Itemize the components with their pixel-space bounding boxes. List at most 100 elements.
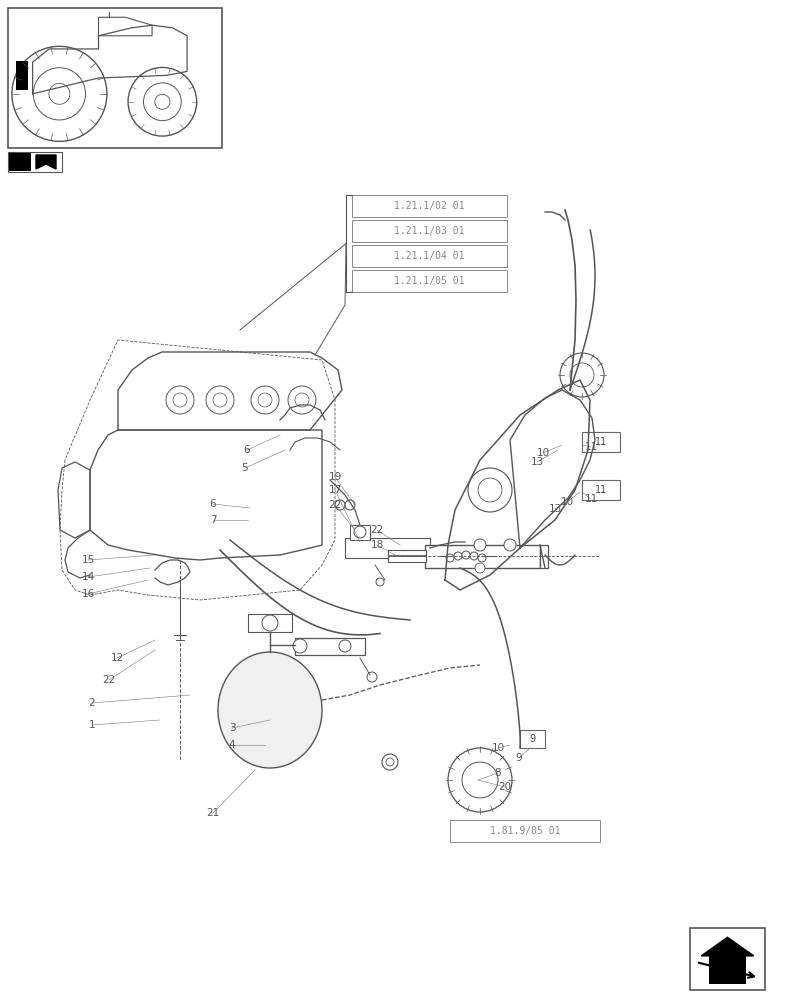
Text: 4: 4 <box>229 740 235 750</box>
Text: 22: 22 <box>102 675 115 685</box>
Bar <box>8 8 221 148</box>
Text: 7: 7 <box>209 515 216 525</box>
Circle shape <box>367 672 376 682</box>
Circle shape <box>385 758 393 766</box>
Circle shape <box>12 46 107 141</box>
Bar <box>247 614 292 632</box>
Circle shape <box>371 545 380 555</box>
Text: 13: 13 <box>547 504 561 514</box>
Bar <box>581 432 620 452</box>
Text: 22: 22 <box>328 500 341 510</box>
Circle shape <box>379 543 388 553</box>
Circle shape <box>375 578 384 586</box>
Circle shape <box>478 554 486 562</box>
Bar <box>351 220 506 242</box>
Text: 5: 5 <box>242 463 248 473</box>
Circle shape <box>354 526 366 538</box>
Circle shape <box>335 500 345 510</box>
Circle shape <box>338 640 350 652</box>
Ellipse shape <box>217 652 322 768</box>
Bar <box>539 545 547 568</box>
Circle shape <box>387 540 397 550</box>
Bar <box>294 638 365 655</box>
Circle shape <box>478 478 501 502</box>
Circle shape <box>293 639 307 653</box>
Polygon shape <box>36 155 56 169</box>
Bar <box>449 820 599 842</box>
Circle shape <box>165 386 194 414</box>
Text: 11: 11 <box>584 494 597 504</box>
Circle shape <box>453 552 461 560</box>
Circle shape <box>251 386 279 414</box>
Text: 12: 12 <box>110 653 123 663</box>
Text: 8: 8 <box>494 768 500 778</box>
Circle shape <box>262 615 277 631</box>
Text: 6: 6 <box>243 445 250 455</box>
Circle shape <box>406 543 417 553</box>
Text: 21: 21 <box>206 808 219 818</box>
Bar <box>16 61 28 90</box>
Circle shape <box>33 68 85 120</box>
Circle shape <box>155 94 169 109</box>
Bar <box>8 152 62 172</box>
Text: 15: 15 <box>81 555 95 565</box>
Text: 11: 11 <box>594 437 607 447</box>
Circle shape <box>467 468 512 512</box>
Circle shape <box>258 393 272 407</box>
Circle shape <box>474 539 486 551</box>
Circle shape <box>504 539 515 551</box>
Text: 11: 11 <box>594 485 607 495</box>
Circle shape <box>144 83 181 121</box>
Text: 1.21.1/04 01: 1.21.1/04 01 <box>394 251 464 261</box>
Circle shape <box>294 393 309 407</box>
Text: 20: 20 <box>498 782 511 792</box>
Bar <box>689 928 764 990</box>
Circle shape <box>461 762 497 798</box>
Text: 11: 11 <box>584 442 597 452</box>
Text: 9: 9 <box>528 734 534 744</box>
Circle shape <box>288 386 315 414</box>
Text: 6: 6 <box>209 499 216 509</box>
Polygon shape <box>701 937 753 956</box>
Text: 17: 17 <box>328 485 341 495</box>
Bar <box>350 525 370 540</box>
Text: 10: 10 <box>491 743 504 753</box>
Text: 19: 19 <box>328 472 341 482</box>
Bar <box>351 245 506 267</box>
Bar <box>9 153 31 171</box>
Circle shape <box>448 748 512 812</box>
Circle shape <box>397 540 406 550</box>
Circle shape <box>363 543 372 553</box>
Bar <box>581 480 620 500</box>
Bar <box>388 550 426 562</box>
Bar <box>519 730 544 748</box>
Text: 2: 2 <box>88 698 95 708</box>
Text: 3: 3 <box>229 723 235 733</box>
Text: 14: 14 <box>81 572 95 582</box>
Bar <box>345 538 430 558</box>
Circle shape <box>381 754 397 770</box>
Circle shape <box>474 563 484 573</box>
Bar <box>351 270 506 292</box>
Circle shape <box>354 540 365 550</box>
Circle shape <box>414 545 424 555</box>
Bar <box>424 545 539 568</box>
Text: 10: 10 <box>560 497 573 507</box>
Circle shape <box>560 353 603 397</box>
Text: 22: 22 <box>370 525 383 535</box>
Circle shape <box>445 554 453 562</box>
Text: 1.81.9/05 01: 1.81.9/05 01 <box>489 826 560 836</box>
Text: 9: 9 <box>515 753 521 763</box>
Text: 1.21.1/05 01: 1.21.1/05 01 <box>394 276 464 286</box>
Bar <box>708 956 745 984</box>
Text: 10: 10 <box>536 448 549 458</box>
Circle shape <box>470 552 478 560</box>
Text: 16: 16 <box>81 589 95 599</box>
Circle shape <box>206 386 234 414</box>
Text: 13: 13 <box>530 457 543 467</box>
Text: 1: 1 <box>88 720 95 730</box>
Text: 18: 18 <box>370 540 383 550</box>
Circle shape <box>345 500 354 510</box>
Circle shape <box>212 393 227 407</box>
Circle shape <box>128 67 196 136</box>
